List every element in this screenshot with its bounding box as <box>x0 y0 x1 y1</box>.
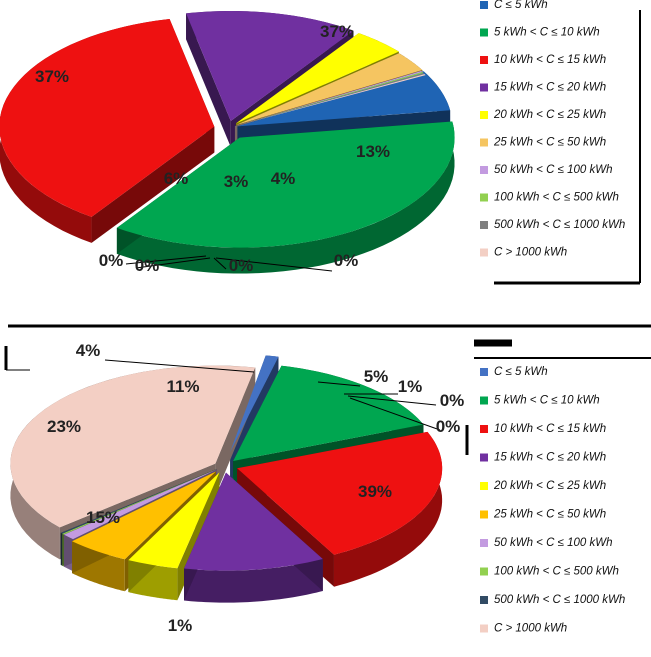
slice-c-gt-1000-kwh <box>10 365 256 528</box>
legend-entry: 15 kWh < C ≤ 20 kWh <box>494 82 606 94</box>
legend-swatch <box>480 138 488 147</box>
data-label-15-kwh-lt-c-le-20-kwh: 11% <box>166 377 199 396</box>
slice-100-kwh-lt-c-le-500-kwh <box>62 469 217 535</box>
legend-swatch <box>480 83 488 92</box>
legend: C ≤ 5 kWh 5 kWh < C ≤ 10 kWh 10 kWh < C ≤ … <box>480 366 625 635</box>
data-label-500-kwh-lt-c-le-1000-kwh: 0% <box>229 256 254 275</box>
slice-c-gt-1000-kwh <box>235 74 426 127</box>
data-label-25-kwh-lt-c-le-50-kwh: 5% <box>364 367 389 386</box>
data-label-20-kwh-lt-c-le-25-kwh: 4% <box>271 169 296 188</box>
slice-c-le-5-kwh <box>237 71 451 127</box>
data-label-c-gt-1000-kwh: 39% <box>358 482 392 501</box>
legend-entry: 10 kWh < C ≤ 15 kWh <box>494 423 606 435</box>
slice-50-kwh-lt-c-le-100-kwh <box>234 71 423 126</box>
leader-line <box>135 257 211 269</box>
slice-25-kwh-lt-c-le-50-kwh <box>72 471 216 560</box>
slice-20-kwh-lt-c-le-25-kwh <box>128 472 220 569</box>
slice-500-kwh-lt-c-le-1000-kwh <box>60 469 217 534</box>
data-label-10-kwh-lt-c-le-15-kwh: 23% <box>47 417 81 436</box>
legend-swatch <box>480 193 488 202</box>
slice-c-le-5-kwh <box>230 355 279 452</box>
frame-lines <box>4 10 651 455</box>
slice-10-kwh-lt-c-le-15-kwh <box>0 19 215 217</box>
slice-5-kwh-lt-c-le-10-kwh <box>233 365 424 461</box>
data-label-50-kwh-lt-c-le-100-kwh: 0% <box>99 251 124 270</box>
data-label-c-gt-1000-kwh: 0% <box>334 251 359 270</box>
slice-15-kwh-lt-c-le-20-kwh <box>184 472 323 571</box>
legend-swatch <box>480 425 488 433</box>
legend-entry: 25 kWh < C ≤ 50 kWh <box>493 509 606 521</box>
legend-entry: C ≤ 5 kWh <box>494 0 548 11</box>
legend-entry: 25 kWh < C ≤ 50 kWh <box>493 137 606 149</box>
data-label-100-kwh-lt-c-le-500-kwh: 0% <box>440 391 465 410</box>
legend-entry: 100 kWh < C ≤ 500 kWh <box>494 566 619 578</box>
legend-entry: 50 kWh < C ≤ 100 kWh <box>494 537 612 549</box>
slice-15-kwh-lt-c-le-20-kwh <box>186 11 354 121</box>
data-label-10-kwh-lt-c-le-15-kwh: 37% <box>320 22 354 41</box>
legend-entry: 50 kWh < C ≤ 100 kWh <box>494 164 612 176</box>
legend: C ≤ 5 kWh 5 kWh < C ≤ 10 kWh 10 kWh < C ≤ … <box>480 0 625 259</box>
slice-50-kwh-lt-c-le-100-kwh <box>64 469 217 540</box>
legend-entry: 20 kWh < C ≤ 25 kWh <box>493 109 606 121</box>
data-label-5-kwh-lt-c-le-10-kwh: 37% <box>35 67 69 86</box>
slice-20-kwh-lt-c-le-25-kwh <box>236 33 399 124</box>
legend-swatch <box>480 368 488 376</box>
leader-line <box>317 381 361 387</box>
legend-swatch <box>480 28 488 37</box>
pie-chart-2: 1% 15% 23% 11% 4% 5% 1% 0% 0% 39% C ≤ 5 kWh 5 kWh <… <box>10 341 625 635</box>
legend-entry: 500 kWh < C ≤ 1000 kWh <box>494 219 625 231</box>
data-label-50-kwh-lt-c-le-100-kwh: 1% <box>398 377 423 396</box>
slice-100-kwh-lt-c-le-500-kwh <box>234 72 424 127</box>
legend-swatch <box>480 111 488 119</box>
slice-25-kwh-lt-c-le-50-kwh <box>236 53 423 126</box>
legend-swatch <box>480 510 488 519</box>
slice-5-kwh-lt-c-le-10-kwh <box>116 121 455 248</box>
data-label-c-le-5-kwh: 1% <box>168 616 193 635</box>
leader-line <box>104 359 255 373</box>
leader-line <box>349 397 441 431</box>
data-label-500-kwh-lt-c-le-1000-kwh: 0% <box>436 417 461 436</box>
legend-entry: C > 1000 kWh <box>494 247 567 259</box>
legend-swatch <box>480 221 488 229</box>
legend-swatch <box>480 396 488 405</box>
slice-10-kwh-lt-c-le-15-kwh <box>237 431 443 555</box>
legend-entry: 10 kWh < C ≤ 15 kWh <box>494 54 606 66</box>
data-label-100-kwh-lt-c-le-500-kwh: 0% <box>135 256 160 275</box>
legend-swatch <box>480 248 488 257</box>
legend-entry: 20 kWh < C ≤ 25 kWh <box>493 480 606 492</box>
leader-line <box>213 257 227 270</box>
legend-entry: 100 kWh < C ≤ 500 kWh <box>494 192 619 204</box>
legend-swatch <box>480 567 488 576</box>
slice-500-kwh-lt-c-le-1000-kwh <box>235 73 425 127</box>
data-label-25-kwh-lt-c-le-50-kwh: 3% <box>224 172 249 191</box>
leader-line <box>125 255 207 265</box>
legend-entry: 500 kWh < C ≤ 1000 kWh <box>494 594 625 606</box>
legend-swatch <box>480 453 488 462</box>
legend-entry: 5 kWh < C ≤ 10 kWh <box>494 395 600 407</box>
legend-entry: C ≤ 5 kWh <box>494 366 548 378</box>
pie-chart-1: 6% 37% 37% 13% 4% 3% 0% 0% 0% 0% C ≤ 5 kWh 5 kWh < … <box>0 0 625 275</box>
legend-entry: 5 kWh < C ≤ 10 kWh <box>494 27 600 39</box>
legend-swatch <box>480 624 488 633</box>
legend-swatch <box>480 166 488 174</box>
legend-swatch <box>480 1 488 9</box>
data-label-c-le-5-kwh: 6% <box>164 169 189 188</box>
leader-line <box>215 257 333 272</box>
legend-swatch <box>480 596 488 604</box>
legend-swatch <box>480 482 488 490</box>
legend-entry: C > 1000 kWh <box>494 623 567 635</box>
legend-swatch <box>480 539 488 547</box>
data-label-15-kwh-lt-c-le-20-kwh: 13% <box>356 142 390 161</box>
legend-entry: 15 kWh < C ≤ 20 kWh <box>494 452 606 464</box>
leader-line <box>347 395 437 406</box>
legend-swatch <box>480 56 488 64</box>
data-label-5-kwh-lt-c-le-10-kwh: 15% <box>86 508 120 527</box>
data-label-20-kwh-lt-c-le-25-kwh: 4% <box>76 341 101 360</box>
